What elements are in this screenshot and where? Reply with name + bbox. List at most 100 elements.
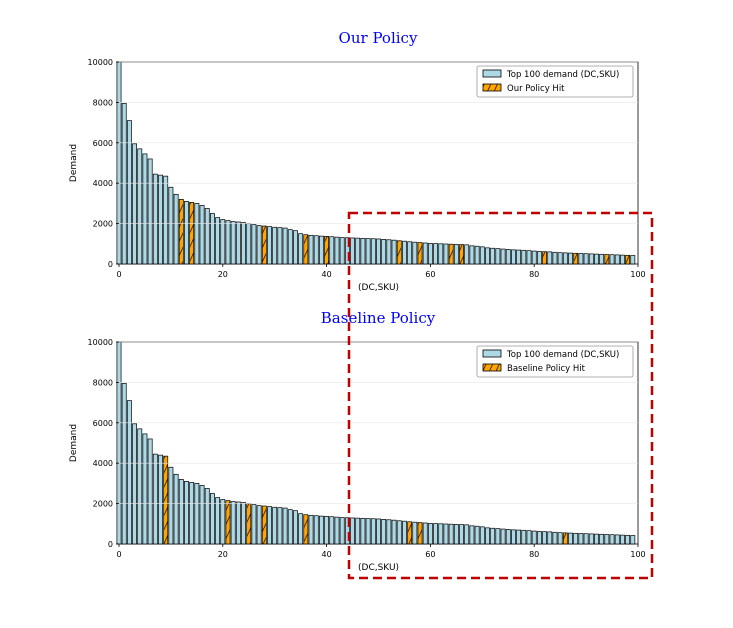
demand-bar (557, 252, 563, 265)
demand-bar (485, 527, 490, 545)
hit-bar (303, 234, 309, 265)
hit-bar (225, 500, 231, 545)
demand-bar (163, 175, 169, 265)
demand-bar (391, 239, 397, 265)
demand-bar (526, 530, 532, 545)
demand-bar (552, 251, 558, 265)
demand-bar (531, 250, 537, 265)
demand-bar (365, 518, 371, 545)
demand-bar (334, 516, 340, 545)
y-tick-label: 4000 (93, 179, 113, 188)
legend-box (476, 345, 634, 378)
demand-bar (630, 255, 636, 265)
demand-bar (293, 510, 298, 545)
demand-bar (536, 251, 542, 265)
demand-bar (453, 244, 459, 265)
x-ticks: 0 20 40 60 80 100 (116, 544, 646, 559)
bar-group (116, 61, 636, 265)
demand-bar (173, 473, 179, 545)
y-tick-label: 4000 (93, 459, 113, 468)
demand-bar (220, 219, 226, 265)
demand-bar (500, 248, 506, 265)
hit-bar (573, 252, 579, 265)
demand-bar (324, 515, 330, 545)
demand-bar (256, 505, 262, 545)
demand-bar (557, 532, 563, 545)
demand-bar (147, 158, 153, 265)
highlight-region-box (347, 211, 654, 580)
demand-bar (459, 524, 464, 545)
demand-bar (308, 234, 314, 265)
hit-bar (604, 254, 610, 265)
legend-label-demand: Top 100 demand (DC,SKU) (506, 70, 619, 80)
y-tick-label: 8000 (93, 378, 113, 387)
demand-bar (230, 501, 236, 545)
demand-bar (495, 528, 501, 545)
y-ticks: 0 2000 4000 6000 8000 10000 (88, 338, 638, 549)
baseline-policy-chart: Baseline Policy 0 2000 4000 6000 8000 10000 0… (69, 309, 646, 573)
x-tick-label: 60 (425, 550, 435, 559)
demand-bar (583, 253, 589, 265)
demand-bar (594, 253, 599, 265)
demand-bar (116, 341, 122, 545)
hit-bar (261, 225, 267, 265)
demand-bar (490, 247, 496, 265)
demand-bar (277, 507, 283, 545)
demand-bar (184, 201, 189, 265)
demand-bar (313, 515, 319, 545)
y-tick-label: 10000 (88, 58, 113, 67)
hit-bar (303, 514, 309, 545)
demand-bar (246, 223, 252, 265)
demand-bar (168, 466, 174, 545)
demand-bar (386, 239, 392, 265)
demand-bar (376, 238, 381, 265)
y-axis-label: Demand (69, 424, 79, 462)
demand-bar (547, 531, 553, 545)
demand-bar (235, 501, 241, 545)
our-policy-chart: Our Policy 0 2000 4000 6000 8000 10000 0 20 40 6… (69, 29, 646, 293)
demand-bar (313, 235, 319, 265)
demand-bar (355, 517, 361, 545)
legend-label-hit: Baseline Policy Hit (507, 364, 586, 374)
x-tick-label: 80 (529, 270, 539, 279)
demand-bar (241, 502, 246, 545)
chart-title: Our Policy (339, 29, 418, 47)
demand-bar (386, 519, 392, 545)
demand-bar (630, 535, 636, 545)
demand-bar (241, 222, 246, 265)
hit-bar (625, 254, 631, 265)
demand-bar (396, 520, 402, 545)
demand-bar (604, 534, 610, 545)
demand-bar (609, 254, 615, 265)
demand-bar (204, 208, 210, 265)
demand-bar (542, 531, 548, 545)
demand-bar (511, 529, 516, 545)
legend: Top 100 demand (DC,SKU) Our Policy Hit (476, 65, 634, 98)
demand-bar (194, 483, 200, 545)
demand-bar (438, 243, 444, 265)
hit-bar (178, 199, 184, 265)
demand-bar (619, 534, 625, 545)
demand-bar (121, 383, 127, 545)
y-tick-label: 2000 (93, 500, 113, 509)
hit-bar (261, 505, 267, 545)
demand-bar (132, 423, 137, 545)
demand-bar (594, 533, 599, 545)
demand-bar (516, 249, 522, 265)
demand-bar (282, 507, 288, 545)
demand-bar (168, 186, 174, 265)
demand-bar (251, 504, 257, 545)
demand-bar (412, 241, 418, 265)
hit-bar (448, 243, 454, 265)
demand-bar (381, 239, 387, 265)
x-tick-label: 40 (322, 550, 332, 559)
demand-bar (267, 506, 272, 545)
demand-bar (287, 229, 293, 265)
demand-bar (376, 518, 381, 545)
demand-bar (215, 217, 221, 265)
demand-bar (370, 238, 376, 265)
y-tick-label: 0 (108, 540, 113, 549)
demand-bar (568, 532, 573, 545)
demand-bar (350, 237, 355, 265)
hit-bar (324, 235, 330, 265)
